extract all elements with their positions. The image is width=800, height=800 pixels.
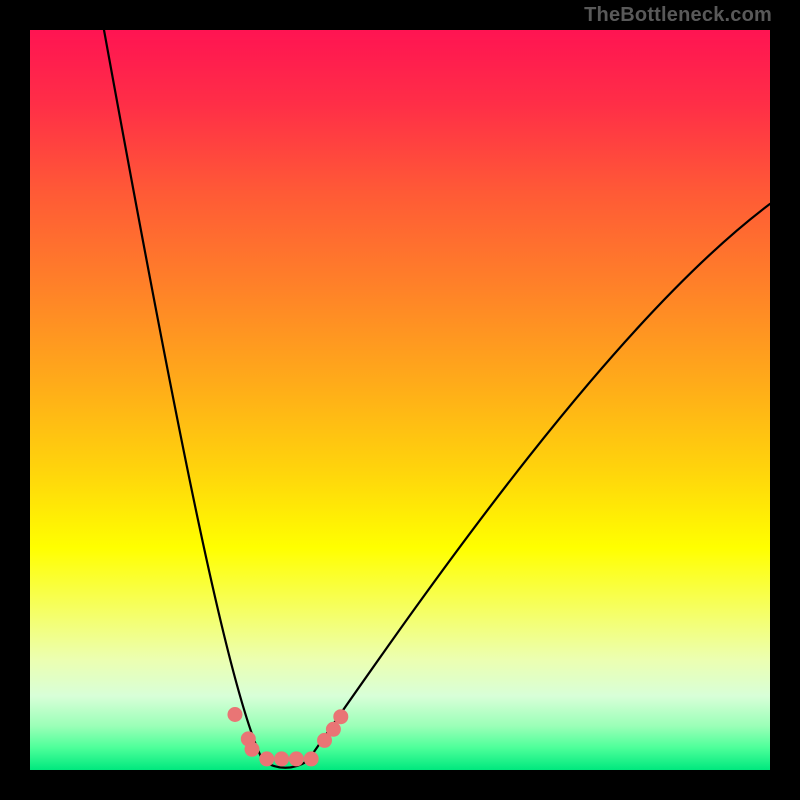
chart-frame: TheBottleneck.com [0, 0, 800, 800]
curve-marker [260, 752, 274, 766]
curve-marker [228, 708, 242, 722]
bottleneck-curve [30, 30, 770, 770]
plot-area [30, 30, 770, 770]
curve-marker [326, 722, 340, 736]
curve-marker [289, 752, 303, 766]
curve-marker [275, 752, 289, 766]
curve-marker [304, 752, 318, 766]
curve-marker [245, 742, 259, 756]
curve-marker [334, 710, 348, 724]
watermark-text: TheBottleneck.com [584, 4, 772, 27]
